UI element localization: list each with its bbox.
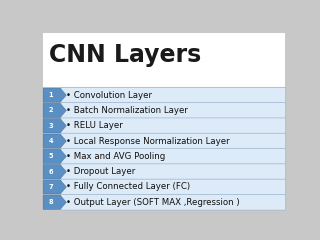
Text: 7: 7 [48, 184, 53, 190]
FancyBboxPatch shape [61, 149, 286, 164]
FancyBboxPatch shape [61, 164, 286, 180]
FancyBboxPatch shape [61, 133, 286, 149]
FancyBboxPatch shape [61, 118, 286, 134]
Text: • Dropout Layer: • Dropout Layer [66, 167, 136, 176]
FancyBboxPatch shape [61, 103, 286, 118]
Text: 2: 2 [48, 108, 53, 114]
Text: • Fully Connected Layer (FC): • Fully Connected Layer (FC) [66, 182, 190, 192]
Text: • RELU Layer: • RELU Layer [66, 121, 123, 130]
Text: 3: 3 [48, 123, 53, 129]
Text: 4: 4 [48, 138, 53, 144]
Polygon shape [43, 165, 66, 179]
FancyBboxPatch shape [61, 179, 286, 195]
Text: 5: 5 [49, 153, 53, 159]
Polygon shape [43, 180, 66, 194]
FancyBboxPatch shape [61, 194, 286, 210]
FancyBboxPatch shape [61, 87, 286, 103]
Text: • Batch Normalization Layer: • Batch Normalization Layer [66, 106, 188, 115]
Text: 8: 8 [48, 199, 53, 205]
Text: 1: 1 [48, 92, 53, 98]
Text: 6: 6 [48, 169, 53, 175]
Polygon shape [43, 134, 66, 148]
Text: • Local Response Normalization Layer: • Local Response Normalization Layer [66, 137, 230, 146]
Polygon shape [43, 149, 66, 163]
Polygon shape [43, 88, 66, 102]
Polygon shape [43, 119, 66, 133]
Text: CNN Layers: CNN Layers [49, 43, 202, 67]
Polygon shape [43, 195, 66, 209]
Text: • Max and AVG Pooling: • Max and AVG Pooling [66, 152, 166, 161]
Text: • Convolution Layer: • Convolution Layer [66, 91, 152, 100]
FancyBboxPatch shape [43, 33, 285, 87]
Polygon shape [43, 103, 66, 118]
Text: • Output Layer (SOFT MAX ,Regression ): • Output Layer (SOFT MAX ,Regression ) [66, 198, 240, 207]
